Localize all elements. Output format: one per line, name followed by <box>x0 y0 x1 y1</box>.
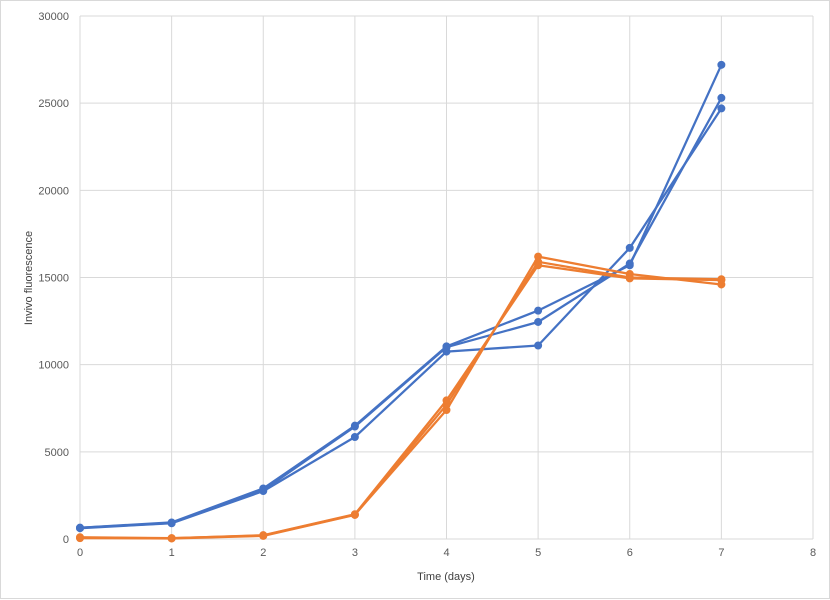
data-point <box>350 422 359 431</box>
series-line <box>78 107 723 530</box>
data-point <box>625 259 634 268</box>
x-tick-label: 4 <box>443 547 449 559</box>
series-2 <box>76 104 726 533</box>
series-6 <box>76 261 726 543</box>
data-point <box>442 343 451 352</box>
data-point <box>259 531 268 540</box>
data-point <box>625 243 634 252</box>
data-point <box>167 518 176 527</box>
data-point <box>717 60 726 69</box>
data-point <box>534 306 543 315</box>
data-point <box>259 486 268 495</box>
y-tick-label: 0 <box>63 534 69 546</box>
data-point <box>534 341 543 350</box>
x-tick-label: 7 <box>718 547 724 559</box>
y-tick-label: 20000 <box>38 185 69 197</box>
data-point <box>717 276 726 285</box>
x-tick-label: 5 <box>535 547 541 559</box>
data-point <box>76 533 84 542</box>
data-point <box>717 93 726 102</box>
series-3 <box>76 93 726 532</box>
data-point <box>534 317 543 326</box>
y-tick-label: 10000 <box>38 360 69 372</box>
x-tick-label: 6 <box>627 547 633 559</box>
data-point <box>534 261 543 270</box>
y-axis-title: Invivo fluorescence <box>23 231 35 325</box>
y-tick-label: 15000 <box>38 273 69 285</box>
x-tick-label: 2 <box>260 547 266 559</box>
x-tick-label: 1 <box>169 547 175 559</box>
x-tick-label: 3 <box>352 547 358 559</box>
series-5 <box>76 257 726 543</box>
x-axis-title: Time (days) <box>417 571 475 583</box>
data-point <box>167 534 176 543</box>
series-line <box>78 96 723 529</box>
gridlines <box>79 15 814 540</box>
data-point <box>717 104 726 113</box>
data-point <box>350 510 359 519</box>
y-tick-label: 30000 <box>38 11 69 23</box>
data-point <box>442 396 451 405</box>
data-series <box>76 60 726 543</box>
series-line <box>78 264 723 540</box>
data-point <box>625 274 634 283</box>
tick-labels: 0 5000 10000 15000 20000 25000 30000 0 1 2 3 4 5 6 7 8 <box>38 11 816 559</box>
x-tick-label: 0 <box>77 547 83 559</box>
series-line <box>78 255 723 540</box>
x-tick-label: 8 <box>810 547 816 559</box>
data-point <box>350 433 359 442</box>
data-point <box>76 523 84 532</box>
y-tick-label: 25000 <box>38 98 69 110</box>
series-4 <box>76 252 726 543</box>
y-tick-label: 5000 <box>45 447 69 459</box>
series-line <box>78 260 723 540</box>
